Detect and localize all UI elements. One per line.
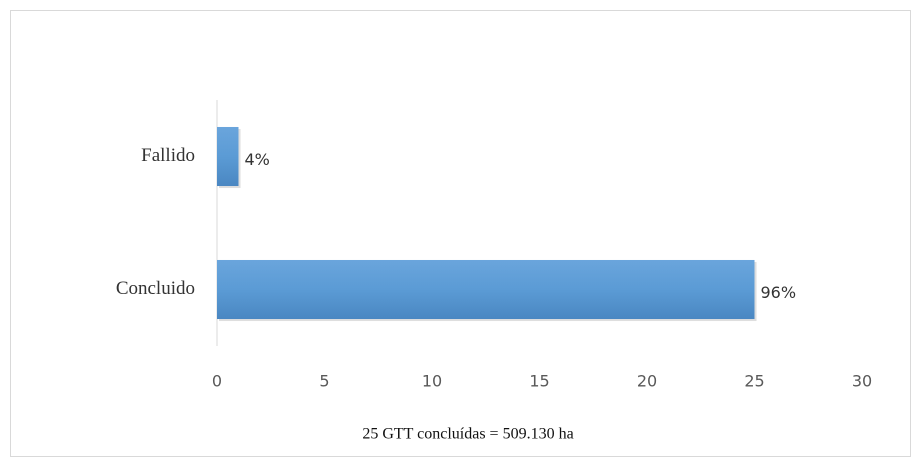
x-tick-label: 10 [422, 372, 442, 391]
chart-frame [10, 10, 911, 457]
x-tick-label: 0 [212, 372, 222, 391]
y-tick-label: Concluido [116, 278, 195, 299]
y-tick-label: Fallido [141, 145, 195, 166]
x-tick-label: 25 [744, 372, 764, 391]
value-label: 96% [761, 283, 797, 302]
x-tick-label: 15 [529, 372, 549, 391]
bar [217, 259, 755, 320]
x-tick-label: 30 [852, 372, 872, 391]
x-axis-label: 25 GTT concluídas = 509.130 ha [362, 426, 573, 443]
x-tick-label: 5 [319, 372, 329, 391]
bar [217, 126, 239, 187]
value-label: 4% [245, 150, 270, 169]
x-tick-label: 20 [637, 372, 657, 391]
